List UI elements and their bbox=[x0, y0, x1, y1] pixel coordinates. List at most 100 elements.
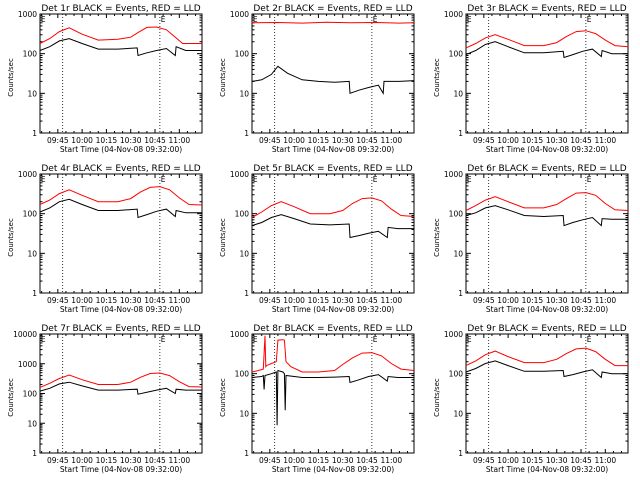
y-tick-label: 1000 bbox=[444, 330, 463, 339]
y-axis-label: Counts/sec bbox=[7, 378, 15, 417]
y-tick-label: 10 bbox=[27, 89, 37, 98]
y-tick-label: 1 bbox=[244, 129, 249, 138]
y-tick-label: 10000 bbox=[13, 330, 37, 339]
y-axis-label: Counts/sec bbox=[433, 58, 441, 97]
y-tick-label: 10 bbox=[239, 249, 249, 258]
y-tick-label: 100 bbox=[449, 50, 464, 59]
series-line bbox=[465, 205, 628, 227]
x-tick-label: 11:00 bbox=[381, 136, 403, 145]
series-line bbox=[251, 214, 414, 239]
y-tick-label: 10 bbox=[453, 249, 463, 258]
y-tick-label: 100 bbox=[23, 390, 38, 399]
y-axis-label: Counts/sec bbox=[219, 378, 227, 417]
x-axis-label: Start Time (04-Nov-08 09:32:00) bbox=[486, 465, 608, 474]
series-line bbox=[39, 26, 202, 44]
plot-frame bbox=[39, 333, 203, 454]
x-tick-label: 11:00 bbox=[595, 456, 617, 465]
chart-title: Det 4r BLACK = Events, RED = LLD bbox=[41, 164, 200, 174]
series-line bbox=[251, 65, 415, 95]
x-axis-label: Start Time (04-Nov-08 09:32:00) bbox=[486, 145, 608, 154]
x-tick-label: 10:45 bbox=[570, 456, 592, 465]
x-tick-label: 10:15 bbox=[522, 456, 544, 465]
x-tick-label: 11:00 bbox=[169, 136, 191, 145]
y-tick-label: 1000 bbox=[444, 10, 463, 19]
corner-mark: E bbox=[253, 15, 258, 24]
x-tick-label: 10:30 bbox=[332, 136, 354, 145]
x-tick-label: 09:45 bbox=[259, 136, 281, 145]
x-tick-label: 10:15 bbox=[308, 136, 330, 145]
x-tick-label: 10:00 bbox=[497, 136, 519, 145]
y-tick-label: 1 bbox=[458, 129, 463, 138]
corner-mark: E bbox=[467, 335, 472, 344]
x-tick-label: 09:45 bbox=[47, 136, 69, 145]
x-tick-label: 10:15 bbox=[522, 296, 544, 305]
series-line bbox=[465, 30, 629, 49]
series-line bbox=[39, 198, 202, 219]
plot-frame bbox=[251, 13, 415, 134]
x-tick-label: 10:45 bbox=[144, 456, 166, 465]
corner-mark: E bbox=[161, 335, 166, 344]
chart-title: Det 9r BLACK = Events, RED = LLD bbox=[467, 324, 626, 334]
y-tick-label: 1 bbox=[244, 449, 249, 458]
plot-frame bbox=[465, 333, 629, 454]
chart-title: Det 2r BLACK = Events, RED = LLD bbox=[253, 4, 412, 14]
x-tick-label: 10:45 bbox=[356, 456, 378, 465]
x-tick-label: 10:30 bbox=[120, 296, 142, 305]
y-tick-label: 1 bbox=[32, 449, 37, 458]
y-tick-label: 100 bbox=[449, 210, 464, 219]
x-tick-label: 10:30 bbox=[120, 456, 142, 465]
x-tick-label: 10:45 bbox=[144, 296, 166, 305]
chart-title: Det 8r BLACK = Events, RED = LLD bbox=[253, 324, 412, 334]
x-tick-label: 11:00 bbox=[169, 296, 191, 305]
y-tick-label: 100 bbox=[23, 50, 38, 59]
x-tick-label: 10:15 bbox=[96, 296, 118, 305]
y-tick-label: 100 bbox=[235, 210, 250, 219]
x-tick-label: 11:00 bbox=[381, 456, 403, 465]
y-tick-label: 1000 bbox=[444, 170, 463, 179]
plot-frame bbox=[251, 333, 415, 454]
x-tick-label: 09:45 bbox=[259, 296, 281, 305]
x-tick-label: 10:00 bbox=[283, 136, 305, 145]
corner-mark: E bbox=[467, 15, 472, 24]
y-tick-label: 1 bbox=[458, 289, 463, 298]
chart-title: Det 3r BLACK = Events, RED = LLD bbox=[467, 4, 626, 14]
y-tick-label: 100 bbox=[23, 210, 38, 219]
corner-mark: E bbox=[373, 335, 378, 344]
series-line bbox=[39, 372, 203, 388]
x-tick-label: 10:15 bbox=[308, 456, 330, 465]
x-tick-label: 10:00 bbox=[283, 456, 305, 465]
x-tick-label: 10:45 bbox=[144, 136, 166, 145]
corner-mark: E bbox=[161, 175, 166, 184]
series-line bbox=[39, 38, 202, 57]
corner-mark: E bbox=[161, 15, 166, 24]
x-tick-label: 11:00 bbox=[169, 456, 191, 465]
x-tick-label: 10:30 bbox=[546, 456, 568, 465]
x-tick-label: 10:45 bbox=[570, 296, 592, 305]
y-axis-label: Counts/sec bbox=[7, 58, 15, 97]
y-axis-label: Counts/sec bbox=[219, 58, 227, 97]
y-axis-label: Counts/sec bbox=[7, 218, 15, 257]
x-axis-label: Start Time (04-Nov-08 09:32:00) bbox=[60, 465, 182, 474]
corner-mark: E bbox=[373, 175, 378, 184]
y-tick-label: 1000 bbox=[230, 10, 249, 19]
y-tick-label: 1 bbox=[32, 129, 37, 138]
corner-mark: E bbox=[253, 175, 258, 184]
series-line bbox=[251, 197, 415, 218]
chart-title: Det 5r BLACK = Events, RED = LLD bbox=[253, 164, 412, 174]
y-tick-label: 10 bbox=[27, 419, 37, 428]
series-line bbox=[465, 347, 628, 367]
x-tick-label: 10:45 bbox=[570, 136, 592, 145]
x-tick-label: 10:45 bbox=[356, 136, 378, 145]
series-line bbox=[251, 21, 415, 24]
y-tick-label: 1000 bbox=[230, 330, 249, 339]
x-axis-label: Start Time (04-Nov-08 09:32:00) bbox=[60, 145, 182, 154]
x-tick-label: 10:30 bbox=[120, 136, 142, 145]
y-tick-label: 1 bbox=[458, 449, 463, 458]
y-tick-label: 10 bbox=[239, 89, 249, 98]
x-tick-label: 09:45 bbox=[47, 296, 69, 305]
corner-mark: E bbox=[41, 175, 46, 184]
x-tick-label: 10:00 bbox=[71, 136, 93, 145]
